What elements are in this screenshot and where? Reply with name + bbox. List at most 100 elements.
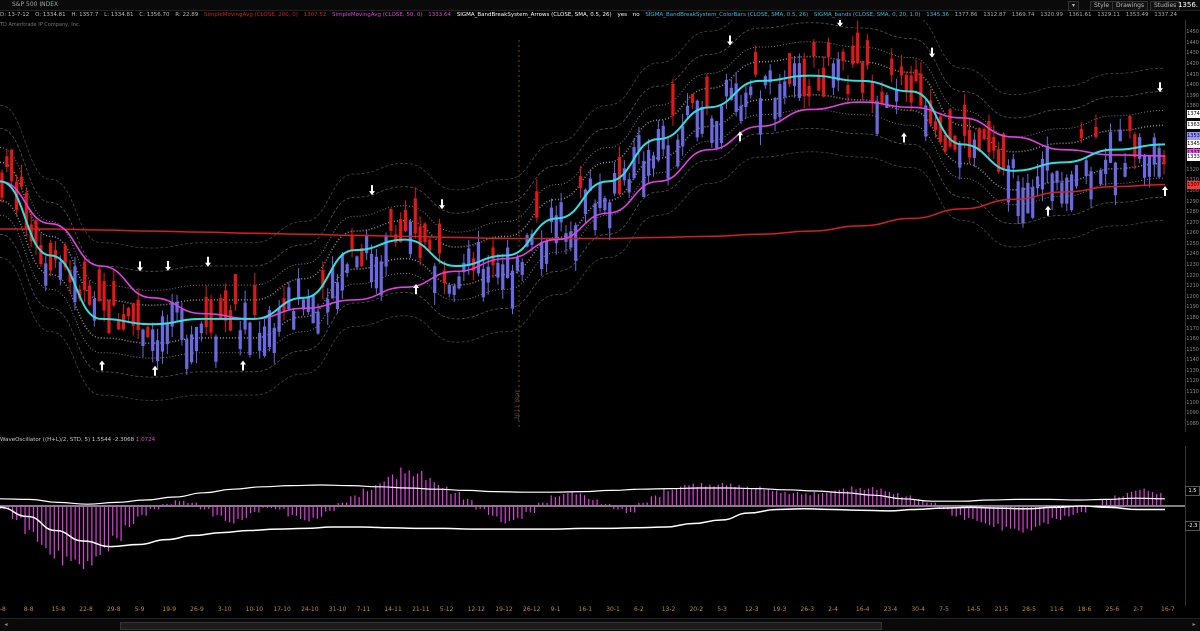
price-axis-label: 1320 [1186, 166, 1199, 173]
candle-body [564, 233, 568, 242]
candle-body [749, 86, 753, 96]
ohlc-close: C: 1356.70 [139, 12, 170, 18]
year-marker-label: 2011 Year [514, 390, 521, 420]
candle-body [389, 209, 393, 231]
colorbars-study-label[interactable]: SIGMA_BandBreakSystem_ColorBars (CLOSE, … [645, 12, 809, 18]
candle-body [851, 45, 855, 65]
candle-body [773, 98, 777, 120]
candle-body [365, 235, 369, 254]
arrow-up-icon [1162, 185, 1168, 196]
candle-body [1094, 126, 1098, 138]
candle-body [802, 58, 806, 97]
candle-body [219, 298, 223, 319]
candle-body [1060, 182, 1064, 204]
candle-body [530, 233, 534, 246]
price-chart[interactable]: 2011 Year [0, 20, 1186, 432]
candle-body [744, 92, 748, 107]
candle-body [943, 134, 947, 152]
style-button[interactable]: Style [1090, 1, 1114, 11]
candle-body [656, 129, 660, 161]
candle-body [165, 323, 169, 345]
candle-body [520, 262, 524, 275]
date-axis[interactable]: 1-8 8-8 15-8 22-8 29-8 5-9 19-9 26-9 3-10 10-10 17… [0, 606, 1186, 617]
sma200-label[interactable]: SimpleMovingAvg (CLOSE, 200, 0) [203, 12, 298, 18]
arrows-study-label[interactable]: SIGMA_BandBreakSystem_Arrows (CLOSE, SMA… [456, 12, 612, 18]
sma50-label[interactable]: SimpleMovingAvg (CLOSE, 50, 0) [332, 12, 423, 18]
oscillator-value-1: 1.5544 [91, 437, 112, 443]
price-axis-label: 1280 [1186, 209, 1199, 216]
scroll-right-icon[interactable]: ▸ [1192, 621, 1196, 628]
oscillator-chart[interactable] [0, 446, 1186, 606]
candle-body [695, 100, 699, 138]
candle-body [442, 270, 447, 283]
candle-body [340, 253, 344, 291]
candle-body [681, 125, 685, 147]
candle-body [758, 98, 763, 135]
candle-body [715, 121, 719, 148]
candle-body [199, 323, 203, 334]
scrollbar-thumb[interactable] [120, 622, 882, 630]
candle-body [155, 340, 160, 362]
candle-body [836, 59, 840, 81]
band-value-6: 1329.11 [1097, 12, 1120, 18]
candle-body [1045, 145, 1049, 171]
candle-body [1006, 165, 1011, 203]
candle-body [92, 298, 96, 321]
candle-body [160, 316, 165, 352]
price-axis[interactable]: 1450144014301420141014001390138013701360… [1185, 20, 1200, 432]
candle-body [399, 219, 403, 243]
date-label: 26-9 [190, 606, 204, 613]
candle-body [1079, 128, 1083, 139]
date-label: 5-12 [439, 606, 454, 613]
arrow-down-icon [369, 185, 375, 196]
price-axis-label: 1170 [1186, 325, 1199, 332]
candle-body [24, 192, 28, 230]
candle-body [676, 139, 680, 167]
arrow-up-icon [1045, 205, 1051, 216]
date-label: 19-12 [495, 606, 513, 613]
candle-body [394, 234, 398, 243]
candle-body [642, 160, 646, 197]
price-axis-label: 1160 [1186, 336, 1199, 343]
candle-body [583, 189, 588, 214]
date-label: 23-4 [883, 606, 898, 613]
price-axis-label: 1120 [1186, 378, 1199, 385]
candle-body [423, 223, 427, 243]
oscillator-value-3: 1.0724 [135, 437, 156, 443]
candle-body [885, 95, 889, 109]
candle-body [316, 311, 320, 334]
candle-body [355, 256, 359, 268]
oscillator-title[interactable]: WaveOscillator ((H+L)/2, STD, 5) [0, 437, 91, 443]
band-value-3: 1369.74 [1011, 12, 1035, 18]
drawings-button[interactable]: Drawings [1112, 1, 1149, 11]
bands-study-label[interactable]: SIGMA_bands (CLOSE, SMA, 0, 20, 1.0) [813, 12, 921, 18]
studies-button[interactable]: Studies [1150, 1, 1181, 11]
candle-body [102, 281, 106, 311]
candle-body [238, 330, 242, 349]
candle-body [379, 261, 383, 296]
dropdown-button[interactable]: ▾ [1068, 1, 1080, 11]
candle-body [292, 310, 296, 330]
arrow-up-icon [901, 132, 907, 143]
scroll-left-icon[interactable]: ◂ [4, 621, 8, 628]
candle-body [982, 128, 986, 139]
candle-body [700, 107, 704, 134]
candle-body [734, 83, 738, 113]
horizontal-scrollbar[interactable]: ◂ ▸ [0, 618, 1200, 631]
price-axis-label: 1440 [1186, 39, 1199, 46]
candle-body [651, 155, 656, 169]
candle-body [938, 116, 942, 143]
candle-body [987, 120, 991, 153]
candle-body [39, 245, 43, 264]
candle-body [933, 121, 938, 131]
candle-body [904, 75, 908, 91]
date-label: 20-2 [689, 606, 704, 613]
candle-body [437, 223, 442, 254]
candle-body [685, 105, 690, 116]
date-label: 17-10 [273, 606, 291, 613]
arrow-down-icon [837, 20, 843, 27]
candle-body [287, 287, 291, 310]
candle-body [151, 329, 155, 351]
oscillator-axis[interactable]: 1.5 -2.3 [1185, 446, 1200, 606]
price-axis-label: 1430 [1186, 50, 1199, 57]
